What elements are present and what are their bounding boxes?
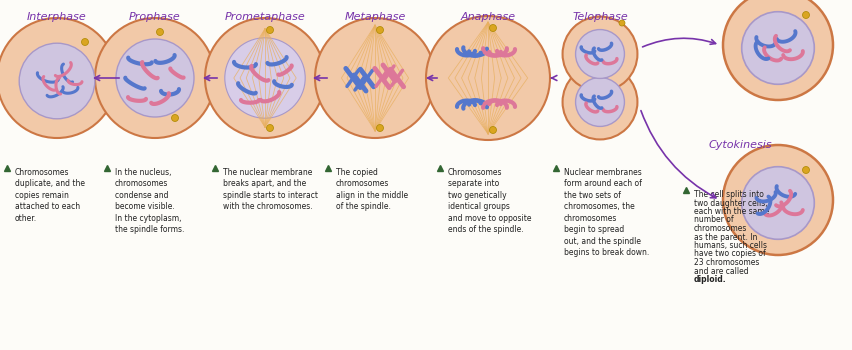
Circle shape [225,38,305,118]
Circle shape [562,16,636,91]
Circle shape [314,18,435,138]
Circle shape [376,27,383,34]
Circle shape [425,16,550,140]
Text: Chromosomes
separate into
two genetically
identical groups
and move to opposite
: Chromosomes separate into two geneticall… [447,168,531,234]
Text: Cytokinesis: Cytokinesis [707,140,771,150]
Circle shape [82,38,89,46]
Circle shape [266,27,273,34]
Circle shape [204,18,325,138]
Circle shape [562,64,636,139]
Circle shape [116,39,193,117]
Text: have two copies of: have two copies of [694,250,765,259]
Text: number of: number of [694,216,733,224]
Text: Interphase: Interphase [27,12,87,22]
Text: The copied
chromosomes
align in the middle
of the spindle.: The copied chromosomes align in the midd… [336,168,407,211]
Circle shape [171,114,178,121]
Text: The nuclear membrane
breaks apart, and the
spindle starts to interact
with the c: The nuclear membrane breaks apart, and t… [222,168,318,211]
Circle shape [802,167,809,174]
Text: Prometaphase: Prometaphase [224,12,305,22]
Text: humans, such cells: humans, such cells [694,241,766,250]
Text: Prophase: Prophase [129,12,181,22]
Text: Chromosomes
duplicate, and the
copies remain
attached to each
other.: Chromosomes duplicate, and the copies re… [15,168,85,223]
Circle shape [575,78,624,126]
Text: Nuclear membranes
form around each of
the two sets of
chromosomes, the
chromosom: Nuclear membranes form around each of th… [563,168,648,257]
Circle shape [741,167,814,239]
Circle shape [266,125,273,132]
Circle shape [95,18,215,138]
Circle shape [722,145,832,255]
Circle shape [489,25,496,32]
Text: Metaphase: Metaphase [344,12,406,22]
Text: Telophase: Telophase [572,12,627,22]
Text: as the parent. In: as the parent. In [694,232,757,241]
Text: The cell splits into: The cell splits into [694,190,763,199]
Text: Anaphase: Anaphase [460,12,515,22]
Text: and are called: and are called [694,266,748,275]
Circle shape [741,12,814,84]
Text: diploid.: diploid. [694,275,726,284]
Text: 23 chromosomes: 23 chromosomes [694,258,758,267]
Circle shape [619,20,625,26]
Circle shape [0,18,117,138]
Circle shape [489,126,496,133]
Circle shape [376,125,383,132]
Circle shape [20,43,95,119]
Text: chromosomes: chromosomes [694,224,746,233]
Text: each with the same: each with the same [694,207,769,216]
Text: In the nucleus,
chromosomes
condense and
become visible.
In the cytoplasm,
the s: In the nucleus, chromosomes condense and… [115,168,184,234]
Text: two daughter cells,: two daughter cells, [694,198,767,208]
Circle shape [575,29,624,78]
Circle shape [802,12,809,19]
Circle shape [722,0,832,100]
Circle shape [156,28,164,35]
